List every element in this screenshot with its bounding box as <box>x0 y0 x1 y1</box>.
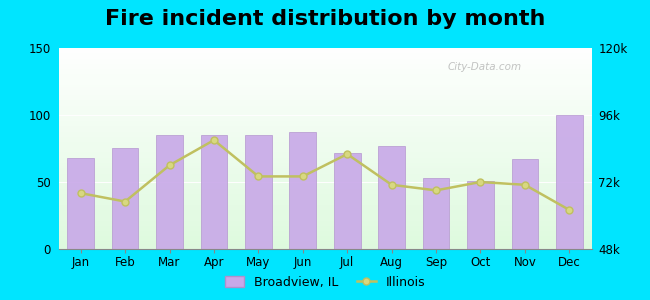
Bar <box>245 135 272 249</box>
Text: Fire incident distribution by month: Fire incident distribution by month <box>105 9 545 29</box>
Bar <box>201 135 227 249</box>
Text: City-Data.com: City-Data.com <box>448 62 522 72</box>
Bar <box>289 132 316 249</box>
Bar <box>467 181 494 249</box>
Bar <box>112 148 138 249</box>
Bar <box>334 152 361 249</box>
Bar <box>512 159 538 249</box>
Bar <box>68 158 94 249</box>
Bar <box>556 115 582 249</box>
Bar <box>422 178 449 249</box>
Legend: Broadview, IL, Illinois: Broadview, IL, Illinois <box>220 271 430 294</box>
Bar <box>378 146 405 249</box>
Bar <box>156 135 183 249</box>
